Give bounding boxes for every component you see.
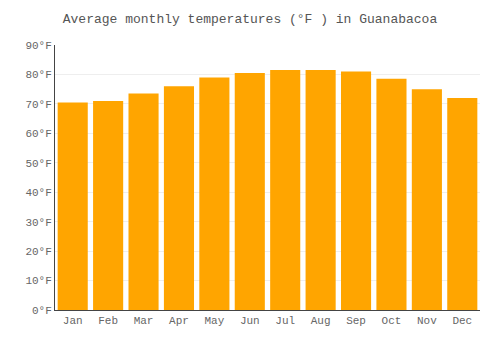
svg-text:10°F: 10°F (25, 275, 51, 287)
svg-text:90°F: 90°F (25, 40, 51, 52)
svg-text:70°F: 70°F (25, 99, 51, 111)
svg-text:40°F: 40°F (25, 187, 51, 199)
svg-text:Oct: Oct (382, 315, 402, 327)
svg-text:Mar: Mar (134, 315, 154, 327)
svg-text:80°F: 80°F (25, 69, 51, 81)
svg-text:Jun: Jun (240, 315, 260, 327)
svg-text:Jul: Jul (275, 315, 295, 327)
svg-text:60°F: 60°F (25, 128, 51, 140)
svg-text:30°F: 30°F (25, 217, 51, 229)
svg-text:Feb: Feb (98, 315, 118, 327)
svg-text:May: May (204, 315, 224, 327)
svg-text:Dec: Dec (452, 315, 472, 327)
svg-text:50°F: 50°F (25, 158, 51, 170)
svg-text:20°F: 20°F (25, 246, 51, 258)
svg-text:Average monthly temperatures (: Average monthly temperatures (°F ) in Gu… (63, 12, 438, 27)
svg-text:Apr: Apr (169, 315, 189, 327)
svg-text:Nov: Nov (417, 315, 437, 327)
svg-text:Sep: Sep (346, 315, 366, 327)
svg-text:Aug: Aug (311, 315, 331, 327)
svg-text:Jan: Jan (63, 315, 83, 327)
svg-text:0°F: 0°F (32, 305, 52, 317)
